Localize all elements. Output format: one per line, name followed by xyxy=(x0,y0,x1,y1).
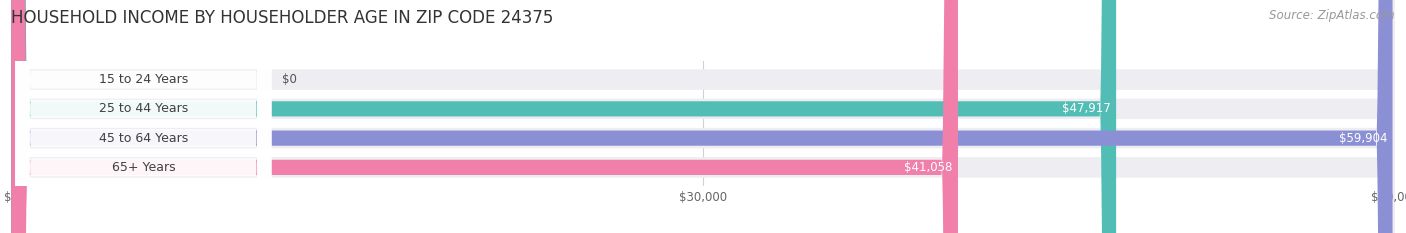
Text: $41,058: $41,058 xyxy=(904,161,952,174)
FancyBboxPatch shape xyxy=(11,0,1392,233)
Text: Source: ZipAtlas.com: Source: ZipAtlas.com xyxy=(1270,9,1395,22)
FancyBboxPatch shape xyxy=(11,0,1116,233)
Text: HOUSEHOLD INCOME BY HOUSEHOLDER AGE IN ZIP CODE 24375: HOUSEHOLD INCOME BY HOUSEHOLDER AGE IN Z… xyxy=(11,9,554,27)
FancyBboxPatch shape xyxy=(11,0,1395,233)
FancyBboxPatch shape xyxy=(11,0,1395,233)
FancyBboxPatch shape xyxy=(15,0,271,233)
FancyBboxPatch shape xyxy=(11,0,1395,233)
FancyBboxPatch shape xyxy=(15,0,271,233)
Text: $0: $0 xyxy=(283,73,297,86)
FancyBboxPatch shape xyxy=(11,0,957,233)
FancyBboxPatch shape xyxy=(15,0,271,233)
Text: $59,904: $59,904 xyxy=(1339,132,1386,145)
Text: 65+ Years: 65+ Years xyxy=(111,161,176,174)
Text: $47,917: $47,917 xyxy=(1062,102,1111,115)
Text: 45 to 64 Years: 45 to 64 Years xyxy=(98,132,188,145)
Text: 15 to 24 Years: 15 to 24 Years xyxy=(98,73,188,86)
FancyBboxPatch shape xyxy=(11,0,1395,233)
FancyBboxPatch shape xyxy=(15,0,271,233)
Text: 25 to 44 Years: 25 to 44 Years xyxy=(98,102,188,115)
